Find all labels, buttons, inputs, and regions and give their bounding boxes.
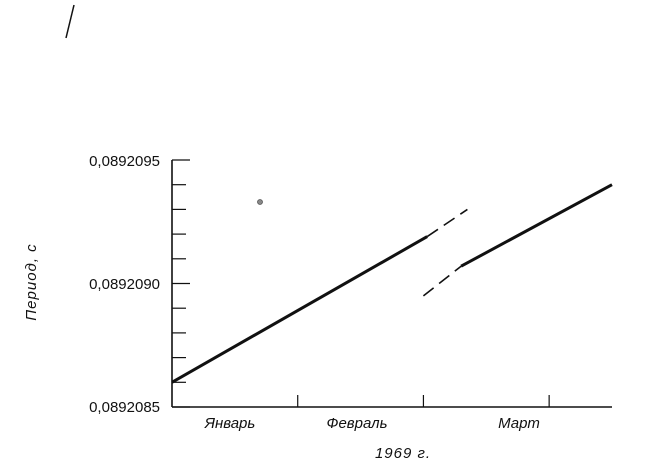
y-axis-ticks bbox=[172, 159, 190, 408]
x-category-label: Февраль bbox=[327, 415, 388, 432]
stray-dot bbox=[257, 199, 263, 205]
x-axis-title: 1969 г. bbox=[375, 445, 431, 462]
stray-corner-line bbox=[65, 4, 75, 39]
series-line-dashed bbox=[426, 208, 468, 238]
series-line-solid bbox=[460, 183, 613, 268]
y-tick-label: 0,0892085 bbox=[89, 399, 160, 416]
series-line-dashed bbox=[422, 265, 462, 297]
y-tick-label: 0,0892090 bbox=[89, 276, 160, 293]
series-layer bbox=[171, 183, 613, 384]
x-axis-ticks bbox=[297, 395, 550, 407]
series-line-solid bbox=[171, 235, 428, 384]
y-tick-label: 0,0892095 bbox=[89, 153, 160, 170]
x-category-label: Январь bbox=[204, 415, 256, 432]
y-axis-title: Период, с bbox=[23, 243, 40, 320]
x-category-label: Март bbox=[498, 415, 540, 432]
